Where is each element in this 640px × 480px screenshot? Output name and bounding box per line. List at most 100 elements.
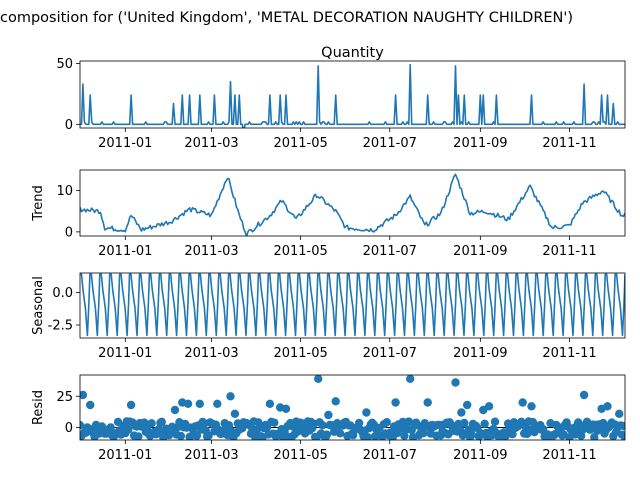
x-tick-label: 2011-09 (453, 448, 507, 463)
resid-point (124, 425, 133, 434)
resid-point (265, 399, 275, 408)
x-tick-label: 2011-03 (184, 244, 238, 259)
resid-point (281, 404, 291, 413)
y-tick-label: 0 (65, 225, 73, 240)
plot-area (80, 173, 625, 236)
resid-point (518, 398, 527, 407)
y-tick-label: 50 (56, 57, 73, 72)
resid-point (362, 408, 371, 417)
resid-point (183, 399, 193, 408)
resid-point (176, 431, 185, 440)
x-tick-label: 2011-01 (98, 346, 152, 361)
resid-point (322, 430, 332, 439)
x-tick-label: 2011-05 (273, 244, 327, 259)
x-tick-label: 2011-07 (363, 448, 417, 463)
x-tick-label: 2011-05 (273, 136, 327, 151)
axes-frame (79, 60, 626, 129)
resid-point (331, 397, 340, 406)
resid-point (382, 418, 391, 427)
resid-point (451, 378, 460, 387)
figure-suptitle: composition for ('United Kingdom', 'META… (0, 10, 573, 26)
series-line-quantity (80, 63, 625, 128)
axes-frame (79, 169, 626, 237)
panel-2: Trend 0 10 2011-01 2011-03 2011-05 2011-07 2011… (31, 169, 626, 259)
resid-point (620, 433, 625, 440)
y-axis-label: Seasonal (31, 276, 46, 335)
axes-frame (79, 272, 626, 339)
y-tick-label: 0 (65, 118, 73, 133)
resid-point (391, 398, 400, 407)
y-tick-label: -2.5 (48, 319, 73, 334)
resid-point (213, 399, 222, 408)
resid-point (579, 390, 589, 400)
y-tick-label: 10 (56, 184, 73, 199)
resid-point (354, 418, 364, 428)
x-tick-label: 2011-03 (184, 448, 238, 463)
resid-point (230, 409, 240, 418)
resid-point (314, 375, 323, 383)
x-tick-label: 2011-03 (184, 136, 238, 151)
resid-point (349, 430, 358, 440)
resid-point (134, 432, 143, 440)
x-tick-label: 2011-01 (98, 136, 152, 151)
resid-point (363, 433, 372, 440)
resid-point (467, 430, 476, 439)
resid-point (270, 418, 279, 427)
series-line-trend (80, 173, 625, 236)
resid-point (615, 409, 624, 418)
resid-point (508, 430, 517, 439)
resid-point (480, 419, 489, 428)
resid-point (106, 423, 115, 432)
x-tick-label: 2011-07 (363, 346, 417, 361)
y-tick-label: 0.0 (52, 286, 73, 301)
resid-point (407, 425, 416, 435)
x-tick-label: 2011-07 (363, 244, 417, 259)
resid-point (126, 400, 136, 410)
resid-point (170, 405, 180, 415)
x-tick-label: 2011-09 (453, 346, 507, 361)
resid-point (603, 402, 612, 411)
resid-point (463, 400, 472, 410)
plot-area (80, 63, 625, 128)
resid-point (419, 429, 428, 438)
resid-point (457, 408, 466, 417)
resid-point (619, 421, 625, 431)
resid-point (195, 399, 204, 408)
panel-title: Quantity (321, 45, 384, 61)
y-axis-label: Trend (31, 185, 46, 222)
x-tick-label: 2011-01 (98, 448, 152, 463)
plot-area (80, 375, 625, 440)
x-tick-label: 2011-05 (273, 448, 327, 463)
resid-point (86, 400, 95, 410)
y-tick-label: 25 (56, 390, 73, 405)
panel-4: Resid 0 25 2011-01 2011-03 2011-05 2011-07 2011… (31, 374, 626, 463)
plot-area (80, 273, 625, 337)
x-tick-label: 2011-05 (273, 346, 327, 361)
resid-point (80, 390, 88, 400)
resid-point (157, 417, 166, 426)
resid-point (204, 431, 213, 440)
resid-point (140, 418, 149, 427)
x-tick-label: 2011-03 (184, 346, 238, 361)
axes-frame (79, 374, 626, 441)
y-axis-label: Resid (31, 390, 46, 425)
x-tick-label: 2011-11 (542, 136, 596, 151)
resid-point (192, 431, 202, 440)
x-tick-label: 2011-09 (453, 136, 507, 151)
series-line-seasonal (80, 273, 625, 337)
resid-point (460, 418, 469, 428)
panel-1: Quantity 0 50 2011-01 2011-03 2011-05 2011-07 2… (56, 45, 626, 151)
resid-point (527, 402, 536, 411)
y-tick-label: 0 (65, 421, 73, 436)
x-tick-label: 2011-11 (542, 244, 596, 259)
x-tick-label: 2011-01 (98, 244, 152, 259)
resid-point (318, 421, 327, 430)
x-tick-label: 2011-07 (363, 136, 417, 151)
resid-point (147, 419, 156, 428)
panels: Quantity 0 50 2011-01 2011-03 2011-05 2011-07 2… (31, 45, 626, 463)
resid-point (324, 410, 333, 420)
resid-point (490, 417, 500, 426)
resid-point (574, 418, 583, 427)
x-tick-label: 2011-11 (542, 346, 596, 361)
